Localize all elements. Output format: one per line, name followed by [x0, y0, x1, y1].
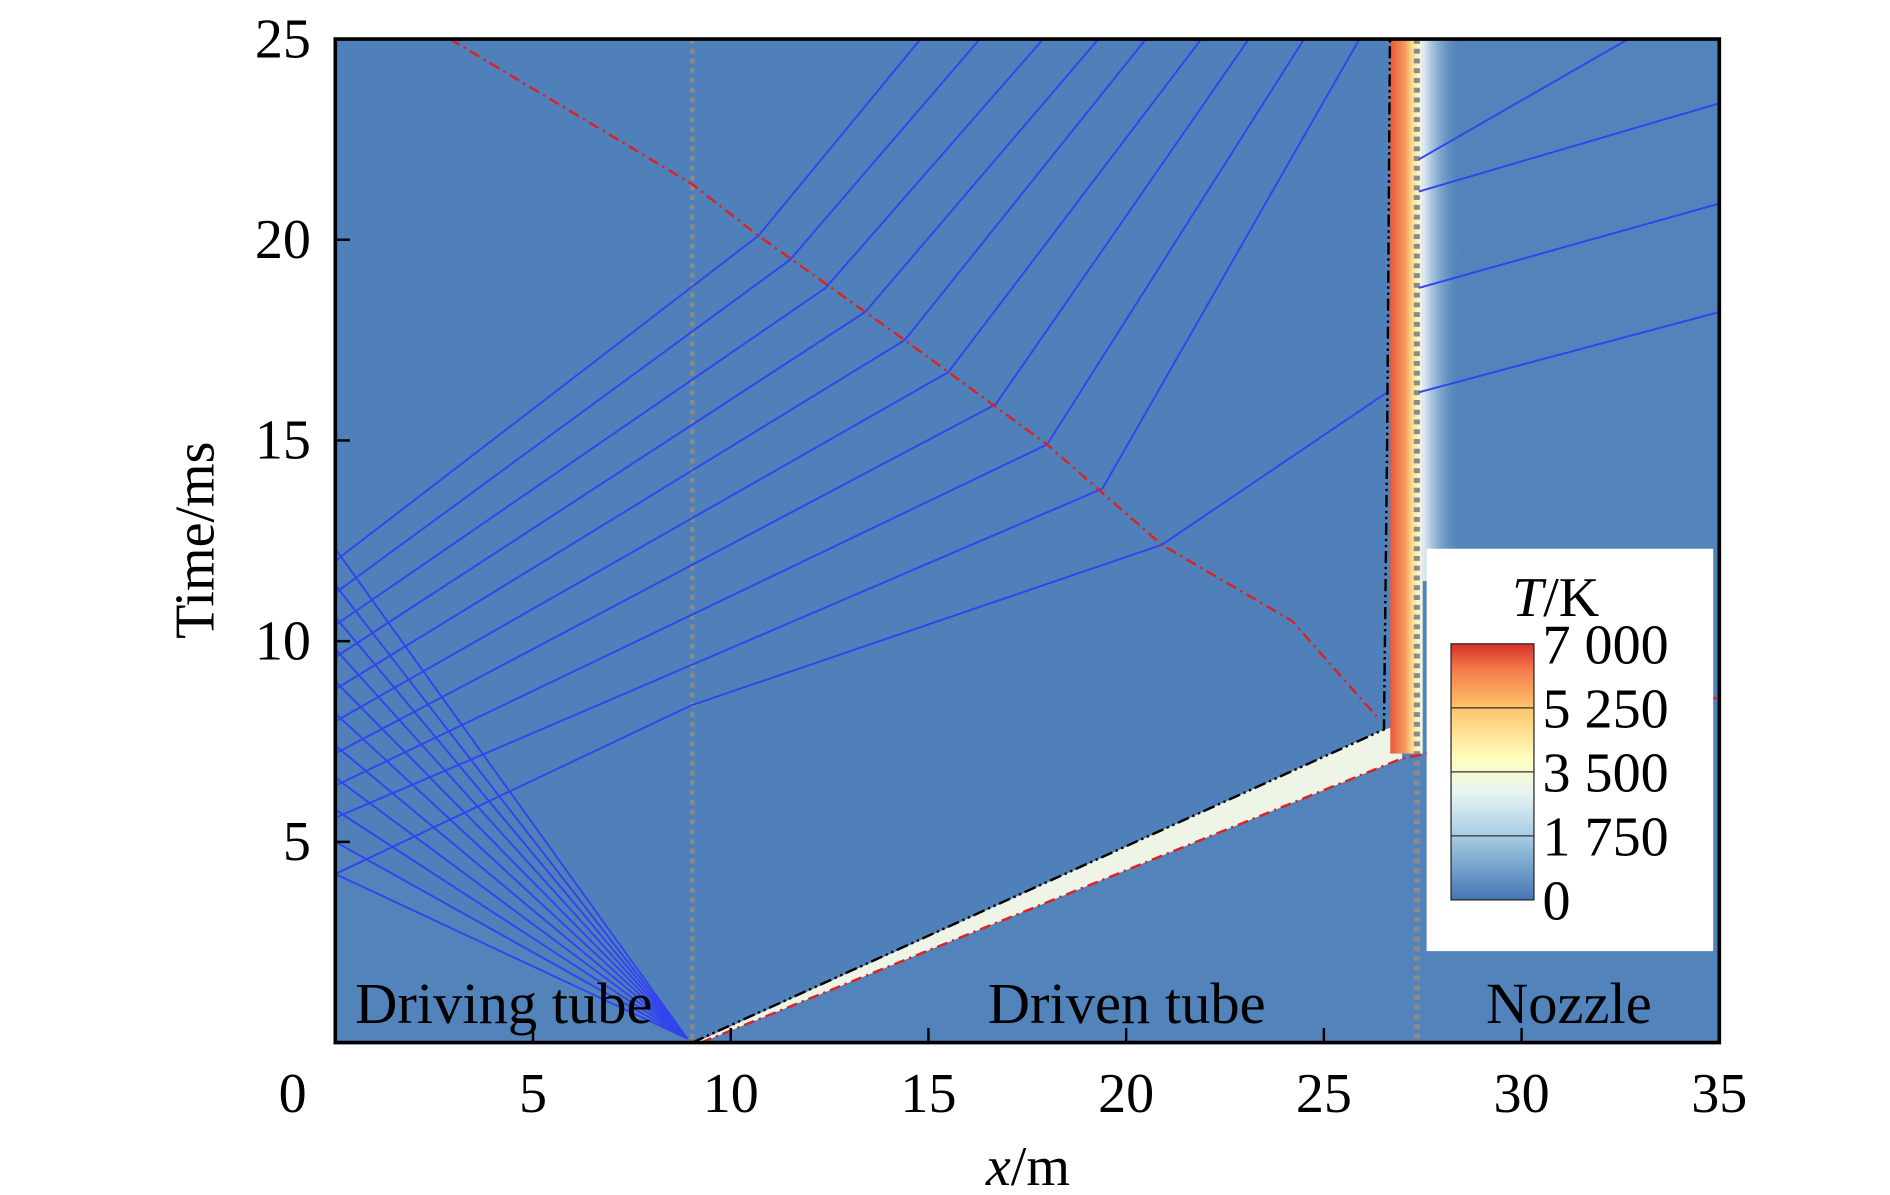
characteristic-line: [335, 391, 1388, 875]
expansion-fan-line: [335, 548, 689, 1040]
characteristic-line: [335, 39, 1361, 819]
y-tick-label: 5: [283, 811, 311, 873]
y-tick-label: 25: [255, 8, 311, 70]
expansion-fan-line: [335, 712, 688, 1040]
reflected-shock-line: [449, 39, 1381, 721]
characteristic-line: [335, 39, 1147, 691]
colorbar-label: 3 500: [1542, 742, 1668, 804]
nozzle-characteristic-line: [1418, 202, 1720, 289]
x-tick-label: 35: [1691, 1063, 1747, 1125]
expansion-fan-line: [335, 744, 688, 1040]
expansion-fan-line: [335, 584, 689, 1040]
x-tick-label: 5: [519, 1063, 547, 1125]
characteristic-line: [335, 39, 981, 594]
characteristic-line: [335, 39, 1250, 755]
y-tick-label: 10: [255, 610, 311, 672]
x-tick-label: 15: [900, 1063, 956, 1125]
expansion-fan-line: [335, 648, 688, 1040]
x-tick-label: 30: [1494, 1063, 1550, 1125]
x-tick-label: 25: [1296, 1063, 1352, 1125]
expansion-fan-line: [335, 808, 688, 1040]
expansion-fan-line: [335, 680, 688, 1040]
x-axis-label: x/m: [985, 1136, 1070, 1195]
nozzle-characteristic-line: [1418, 39, 1629, 161]
nozzle-characteristic-line: [1418, 102, 1720, 193]
colorbar-label: 7 000: [1542, 614, 1668, 676]
colorbar-title: T/K: [1512, 567, 1599, 629]
x-tick-label: 10: [703, 1063, 759, 1125]
shocked-gas-region: [695, 725, 1403, 1043]
plot-frame: [333, 37, 1722, 1045]
nozzle-characteristic-line: [1418, 311, 1720, 394]
x-tick-label: 20: [1098, 1063, 1154, 1125]
region-label: Driving tube: [355, 971, 652, 1036]
characteristic-line: [335, 39, 1203, 723]
expansion-fan-line: [335, 776, 688, 1040]
expansion-fan-line: [335, 873, 688, 1040]
colorbar-label: 0: [1542, 870, 1570, 932]
region-label: Driven tube: [988, 971, 1266, 1036]
characteristic-line: [335, 39, 1044, 626]
region-label: Nozzle: [1486, 971, 1652, 1036]
colorbar-label: 1 750: [1542, 806, 1668, 868]
expansion-fan-line: [335, 841, 688, 1040]
x-tick-label: 0: [279, 1063, 307, 1125]
nozzle-hot-glow: [1422, 39, 1463, 581]
characteristic-line: [335, 39, 922, 562]
contact-surface-line: [691, 39, 1392, 1043]
colorbar-label: 5 250: [1542, 678, 1668, 740]
y-tick-label: 20: [255, 209, 311, 271]
y-tick-label: 15: [255, 410, 311, 472]
cool-region-shade: [335, 39, 1388, 1043]
y-axis-label: Time/ms: [164, 441, 226, 638]
